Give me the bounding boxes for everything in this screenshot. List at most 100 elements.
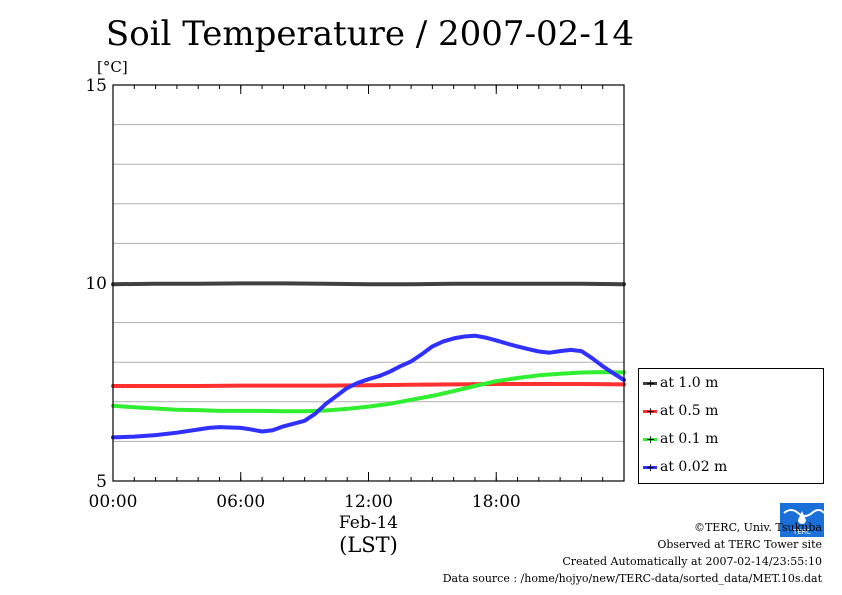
data-point-2	[345, 407, 349, 411]
data-point-2	[260, 409, 264, 413]
data-point-3	[132, 435, 136, 439]
svg-text:TERC: TERC	[792, 528, 811, 536]
data-point-2	[175, 408, 179, 412]
credit-created: Created Automatically at 2007-02-14/23:5…	[562, 555, 822, 568]
data-point-3	[398, 364, 403, 368]
credit-copyright: ©TERC, Univ. Tsukuba	[693, 521, 822, 534]
data-point-3	[196, 427, 200, 432]
data-point-3	[249, 427, 253, 432]
data-point-2	[281, 409, 285, 413]
legend-item-0.02m: at 0.02 m	[643, 456, 728, 479]
data-point-2	[430, 394, 434, 398]
data-point-2	[601, 370, 605, 374]
data-point-2	[409, 398, 413, 402]
y-tick-label: 10	[85, 274, 107, 294]
series-line-1	[111, 382, 626, 388]
credit-source: Data source : /home/hojyo/new/TERC-data/…	[442, 572, 822, 585]
y-axis-label: [°C]	[97, 58, 128, 76]
terc-logo: TERC	[780, 503, 824, 537]
data-point-2	[239, 409, 243, 413]
data-point-3	[420, 352, 424, 356]
x-axis-date-label: Feb-14	[339, 513, 398, 533]
legend-item-1.0m: at 1.0 m	[643, 372, 719, 395]
data-point-3	[441, 340, 445, 344]
data-point-2	[515, 376, 520, 380]
data-point-2	[579, 370, 584, 375]
data-point-1	[579, 382, 584, 386]
data-point-0	[494, 282, 498, 286]
legend-item-0.1m: at 0.1 m	[643, 428, 719, 451]
data-point-3	[569, 348, 573, 352]
data-point-2	[196, 408, 200, 412]
data-point-3	[260, 429, 264, 434]
data-point-0	[366, 282, 371, 286]
data-point-3	[324, 402, 328, 406]
data-point-3	[537, 349, 541, 354]
data-point-0	[196, 282, 200, 286]
data-point-0	[537, 282, 541, 286]
data-point-2	[132, 405, 136, 409]
data-point-3	[175, 431, 179, 435]
data-point-2	[388, 402, 392, 406]
data-point-3	[153, 433, 158, 437]
data-point-0	[409, 282, 413, 286]
x-tick-label: 00:00	[89, 492, 138, 512]
x-tick-label: 06:00	[216, 492, 265, 512]
data-point-3	[313, 412, 317, 416]
legend-swatch-0.5m	[643, 401, 657, 423]
data-point-3	[462, 334, 466, 339]
data-point-1	[239, 383, 243, 388]
chart-title: Soil Temperature / 2007-02-14	[105, 14, 635, 54]
data-point-3	[239, 426, 243, 430]
data-point-1	[366, 383, 371, 387]
data-point-3	[590, 356, 594, 360]
data-point-2	[324, 408, 328, 413]
data-point-3	[601, 364, 605, 368]
data-point-2	[537, 373, 541, 377]
legend-swatch-0.1m	[643, 429, 657, 451]
data-point-3	[579, 349, 584, 353]
data-point-1	[281, 383, 285, 388]
data-point-3	[388, 370, 392, 374]
data-point-3	[409, 359, 413, 364]
legend-label-0.02m: at 0.02 m	[660, 459, 728, 475]
data-point-3	[484, 336, 488, 340]
data-point-0	[281, 281, 285, 285]
data-point-3	[558, 349, 562, 353]
legend: at 1.0 m at 0.5 m at 0.1 m at 0.02 m	[638, 368, 824, 484]
data-point-2	[217, 409, 222, 413]
legend-swatch-1.0m	[643, 373, 657, 395]
data-point-3	[207, 426, 211, 430]
data-point-1	[324, 383, 328, 388]
data-point-1	[196, 384, 200, 388]
legend-label-0.1m: at 0.1 m	[660, 431, 719, 447]
data-point-2	[473, 384, 477, 388]
data-point-3	[494, 338, 498, 343]
x-axis-unit-label: (LST)	[339, 533, 398, 557]
data-point-3	[356, 381, 360, 385]
plot-frame	[112, 84, 625, 482]
data-point-0	[153, 282, 158, 286]
x-tick-label: 12:00	[344, 492, 393, 512]
data-point-1	[537, 382, 541, 386]
y-tick-label: 15	[85, 76, 107, 96]
data-point-2	[494, 379, 498, 383]
legend-label-1.0m: at 1.0 m	[660, 375, 719, 391]
data-point-3	[473, 334, 477, 338]
x-tick-label: 18:00	[472, 492, 521, 512]
data-point-0	[579, 282, 584, 286]
legend-label-0.5m: at 0.5 m	[660, 403, 719, 419]
data-point-3	[271, 428, 275, 432]
data-point-3	[526, 347, 530, 351]
data-point-3	[281, 424, 285, 428]
data-point-0	[239, 281, 243, 285]
data-point-2	[153, 406, 158, 411]
data-point-2	[303, 409, 307, 413]
data-point-2	[558, 372, 562, 376]
data-point-0	[324, 282, 328, 286]
data-point-3	[547, 351, 552, 355]
data-point-3	[217, 425, 222, 429]
data-point-3	[505, 341, 509, 346]
data-point-3	[345, 386, 349, 390]
data-point-0	[452, 282, 456, 286]
